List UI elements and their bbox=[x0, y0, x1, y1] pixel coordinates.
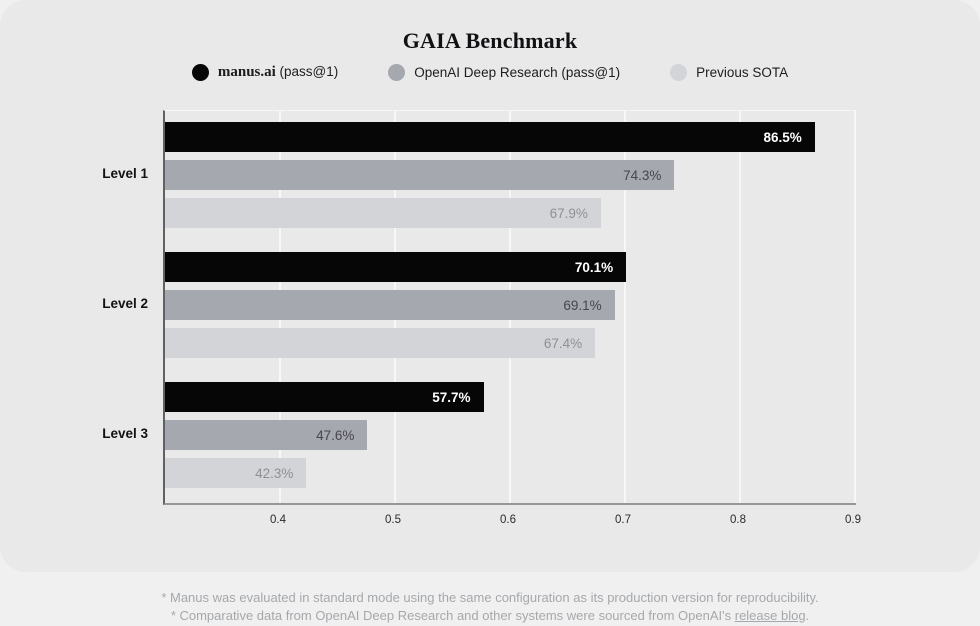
bar-level-1-series-1: 86.5% bbox=[165, 122, 815, 152]
bar-level-2-series-3: 67.4% bbox=[165, 328, 596, 358]
bar-value-label: 47.6% bbox=[316, 427, 355, 443]
bar-level-1-series-3: 67.9% bbox=[165, 198, 601, 228]
x-tick-label-0.9: 0.9 bbox=[845, 514, 861, 526]
bar-value-label: 42.3% bbox=[255, 465, 294, 481]
bar-level-3-series-2: 47.6% bbox=[165, 420, 368, 450]
category-label-level-3: Level 3 bbox=[102, 426, 148, 441]
bar-level-1-series-2: 74.3% bbox=[165, 160, 675, 190]
legend-item-3: Previous SOTA bbox=[670, 64, 788, 81]
chart-title: GAIA Benchmark bbox=[402, 28, 578, 53]
legend-label: Previous SOTA bbox=[696, 65, 789, 80]
category-label-level-2: Level 2 bbox=[102, 296, 148, 311]
gridline bbox=[854, 111, 856, 503]
legend-item-1: manus.ai (pass@1) bbox=[191, 64, 339, 81]
footnote-line-2-period: . bbox=[805, 608, 810, 623]
footnotes: * Manus was evaluated in standard mode u… bbox=[0, 589, 980, 625]
footnote-line-2: * Comparative data from OpenAI Deep Rese… bbox=[0, 607, 980, 625]
legend-swatch-icon bbox=[388, 64, 406, 81]
legend-item-2: OpenAI Deep Research (pass@1) bbox=[388, 64, 620, 81]
plot-area: 86.5% 74.3% 67.9% 70.1% 69.1% 67.4% 57.7% 47.6%… bbox=[163, 110, 856, 505]
x-tick-label-0.8: 0.8 bbox=[730, 514, 746, 526]
chart-legend: manus.ai (pass@1) OpenAI Deep Research (p… bbox=[0, 64, 980, 81]
bar-value-label: 57.7% bbox=[432, 389, 471, 405]
x-tick-label-0.5: 0.5 bbox=[385, 514, 401, 526]
bar-value-label: 86.5% bbox=[763, 129, 802, 145]
legend-swatch-icon bbox=[670, 64, 688, 81]
gridline bbox=[624, 111, 626, 503]
footnote-line-2-text: * Comparative data from OpenAI Deep Rese… bbox=[170, 608, 735, 623]
legend-swatch-icon bbox=[191, 64, 209, 81]
x-tick-label-0.4: 0.4 bbox=[270, 514, 286, 526]
footnote-line-1: * Manus was evaluated in standard mode u… bbox=[161, 590, 819, 605]
release-blog-link[interactable]: release blog bbox=[734, 608, 806, 623]
bar-value-label: 67.9% bbox=[549, 205, 588, 221]
gridline bbox=[739, 111, 741, 503]
chart-card: GAIA Benchmark manus.ai (pass@1) OpenAI D… bbox=[0, 28, 980, 526]
x-tick-label-0.7: 0.7 bbox=[615, 514, 631, 526]
bar-value-label: 70.1% bbox=[574, 259, 614, 275]
bar-level-2-series-2: 69.1% bbox=[165, 290, 615, 320]
category-label-level-1: Level 1 bbox=[102, 166, 148, 181]
x-tick-label-0.6: 0.6 bbox=[500, 514, 516, 526]
legend-label: OpenAI Deep Research (pass@1) bbox=[414, 65, 621, 80]
bar-value-label: 67.4% bbox=[543, 335, 583, 351]
bar-level-2-series-1: 70.1% bbox=[165, 252, 627, 282]
bar-level-3-series-1: 57.7% bbox=[165, 382, 484, 412]
legend-label: manus.ai (pass@1) bbox=[217, 64, 339, 80]
bar-value-label: 69.1% bbox=[563, 297, 602, 313]
bar-level-3-series-3: 42.3% bbox=[165, 458, 307, 488]
bar-value-label: 74.3% bbox=[623, 167, 662, 183]
